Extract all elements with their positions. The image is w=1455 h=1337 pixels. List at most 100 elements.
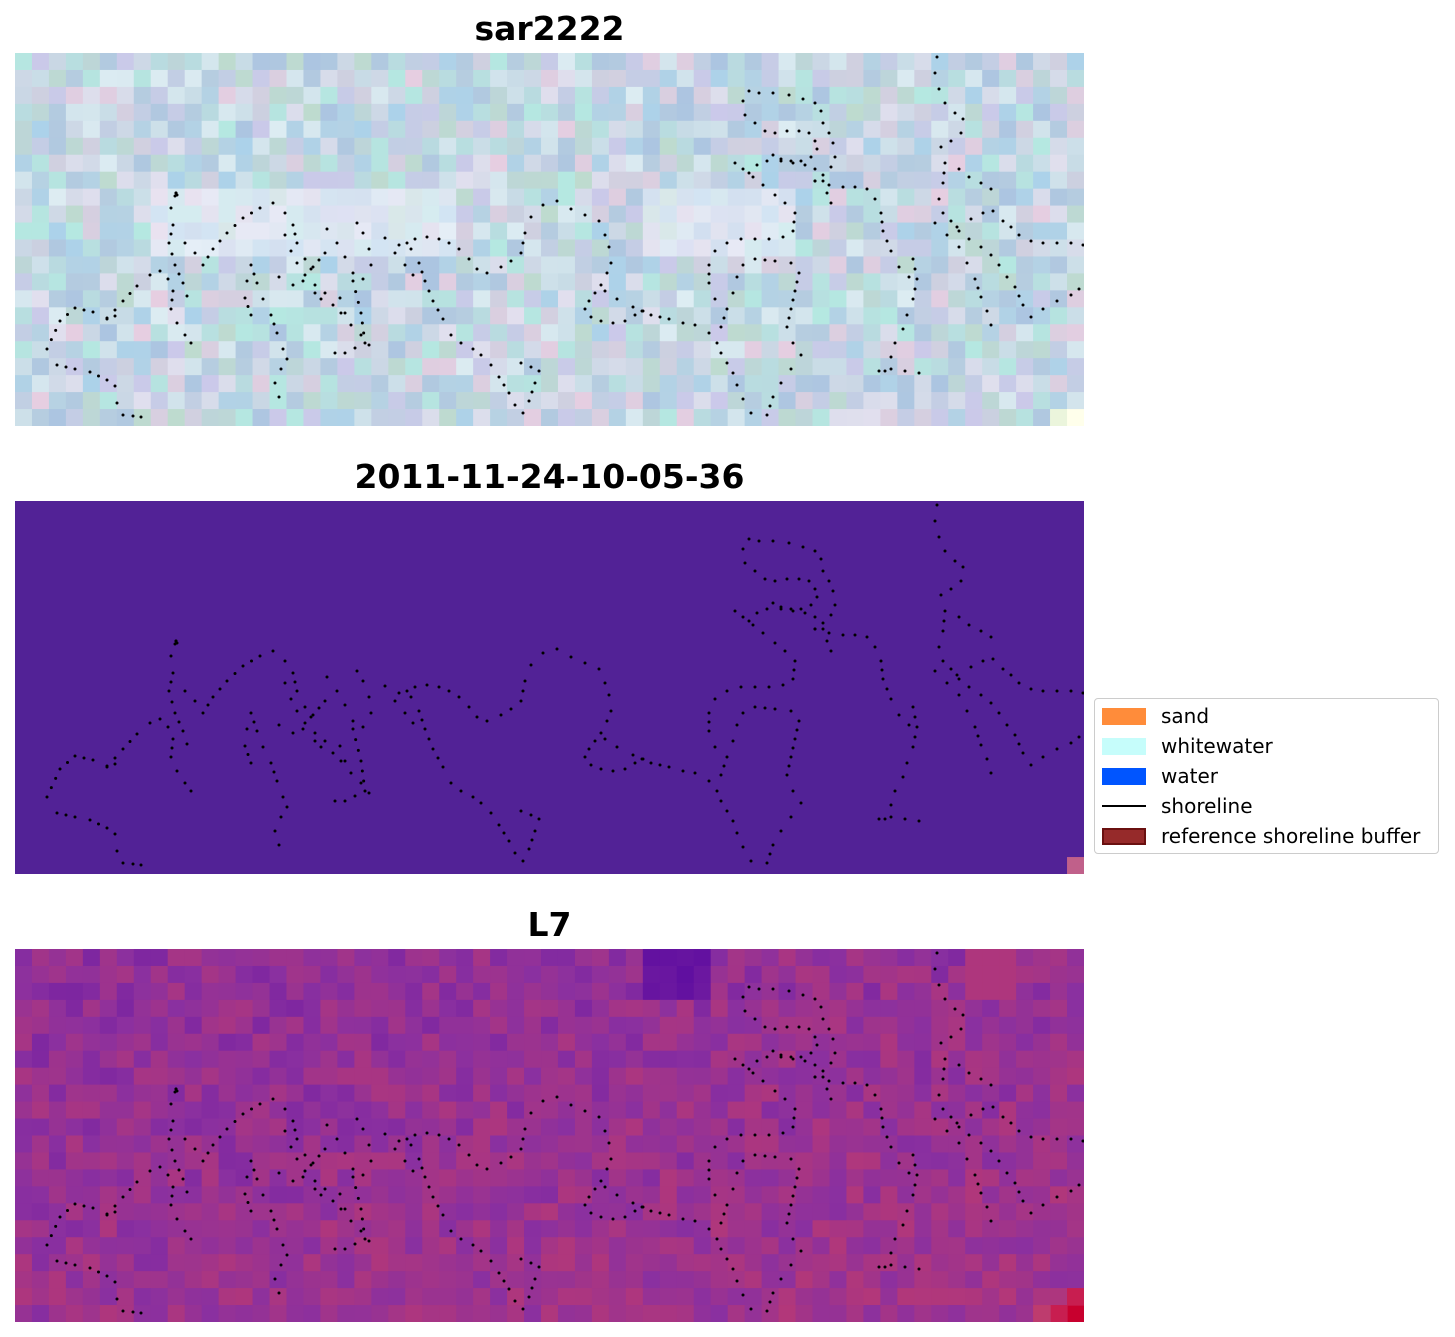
image-pixel [524, 1237, 542, 1255]
image-pixel [1067, 1101, 1084, 1120]
shoreline-dot [597, 667, 601, 671]
shoreline-dot [801, 97, 805, 101]
shoreline-dot [829, 165, 833, 169]
image-pixel [625, 949, 644, 967]
image-pixel [761, 1237, 780, 1255]
image-pixel [574, 86, 593, 105]
image-pixel [337, 1118, 355, 1137]
image-pixel [507, 1186, 525, 1204]
image-pixel [48, 358, 67, 376]
shoreline-dot [722, 316, 726, 320]
image-pixel [184, 1169, 203, 1187]
image-pixel [167, 273, 186, 291]
image-pixel [48, 409, 67, 426]
image-pixel [693, 1203, 712, 1221]
shoreline-dot [911, 1153, 915, 1157]
image-pixel [931, 1118, 949, 1137]
shoreline-dot [409, 1143, 413, 1147]
image-pixel [744, 392, 763, 410]
image-pixel [795, 1254, 814, 1272]
image-pixel [150, 273, 169, 291]
image-pixel [456, 1288, 474, 1306]
image-pixel [286, 256, 305, 275]
image-pixel [65, 1067, 84, 1086]
shoreline-dot [311, 1161, 315, 1165]
image-pixel [541, 1220, 559, 1238]
image-pixel [388, 1118, 406, 1137]
shoreline-dot [815, 595, 819, 599]
shoreline-dot [792, 668, 796, 672]
image-pixel [524, 1169, 542, 1187]
image-pixel [931, 1152, 949, 1171]
image-pixel [591, 120, 610, 139]
image-pixel [201, 965, 220, 984]
image-pixel [999, 358, 1017, 376]
image-pixel [405, 69, 423, 88]
image-pixel [218, 341, 237, 359]
shoreline-dot [507, 1287, 511, 1291]
image-pixel [507, 392, 525, 410]
image-pixel [608, 1254, 627, 1272]
image-pixel [846, 1271, 865, 1289]
image-pixel [235, 1220, 254, 1238]
image-pixel [490, 256, 508, 275]
image-pixel [320, 239, 338, 258]
image-pixel [167, 205, 186, 224]
image-pixel [99, 949, 118, 967]
image-pixel [931, 307, 949, 325]
shoreline-dot [751, 623, 755, 627]
shoreline-dot [169, 1102, 173, 1106]
shoreline-dot [1009, 673, 1013, 677]
shoreline-dot [258, 654, 262, 658]
image-pixel [557, 375, 576, 393]
image-pixel [252, 1305, 271, 1322]
shoreline-dot [360, 769, 364, 773]
image-pixel [269, 69, 288, 88]
image-pixel [914, 273, 932, 291]
image-pixel [659, 1169, 678, 1187]
shoreline-dot [351, 719, 355, 723]
image-pixel [133, 392, 152, 410]
image-pixel [965, 1220, 983, 1238]
image-pixel [1016, 205, 1034, 224]
image-pixel [914, 1135, 932, 1154]
image-pixel [337, 1254, 355, 1272]
image-pixel [1050, 324, 1068, 342]
image-pixel [1033, 1050, 1051, 1069]
image-pixel [116, 1016, 135, 1035]
image-pixel [846, 324, 865, 342]
image-pixel [337, 1152, 355, 1171]
shoreline-dot [246, 753, 250, 756]
classified-corner-pixel [1067, 857, 1084, 874]
image-pixel [574, 120, 593, 139]
image-pixel [150, 290, 169, 308]
shoreline-dot [753, 1017, 757, 1021]
image-pixel [1067, 290, 1084, 308]
image-pixel [1016, 1254, 1034, 1272]
image-pixel [1067, 86, 1084, 105]
image-pixel [65, 965, 84, 984]
image-pixel [625, 69, 644, 88]
image-pixel [880, 1254, 898, 1272]
panel-title-rgb: sar2222 [474, 9, 625, 48]
shoreline-dot [957, 229, 961, 233]
image-pixel [439, 154, 457, 173]
image-pixel [744, 256, 763, 275]
shoreline-dot [913, 735, 917, 739]
image-pixel [337, 341, 355, 359]
shoreline-dot [301, 727, 305, 731]
image-pixel [218, 103, 237, 122]
shoreline-dot [361, 1127, 365, 1131]
image-pixel [676, 222, 695, 241]
image-pixel [388, 1050, 406, 1069]
image-pixel [625, 409, 644, 426]
image-pixel [761, 1016, 780, 1035]
shoreline-dot [767, 685, 771, 689]
image-pixel [999, 375, 1017, 393]
shoreline-dot [707, 729, 711, 733]
image-pixel [303, 120, 322, 139]
shoreline-dot [979, 1191, 983, 1195]
image-pixel [320, 307, 338, 325]
shoreline-dot [733, 609, 737, 613]
image-pixel [829, 965, 848, 984]
